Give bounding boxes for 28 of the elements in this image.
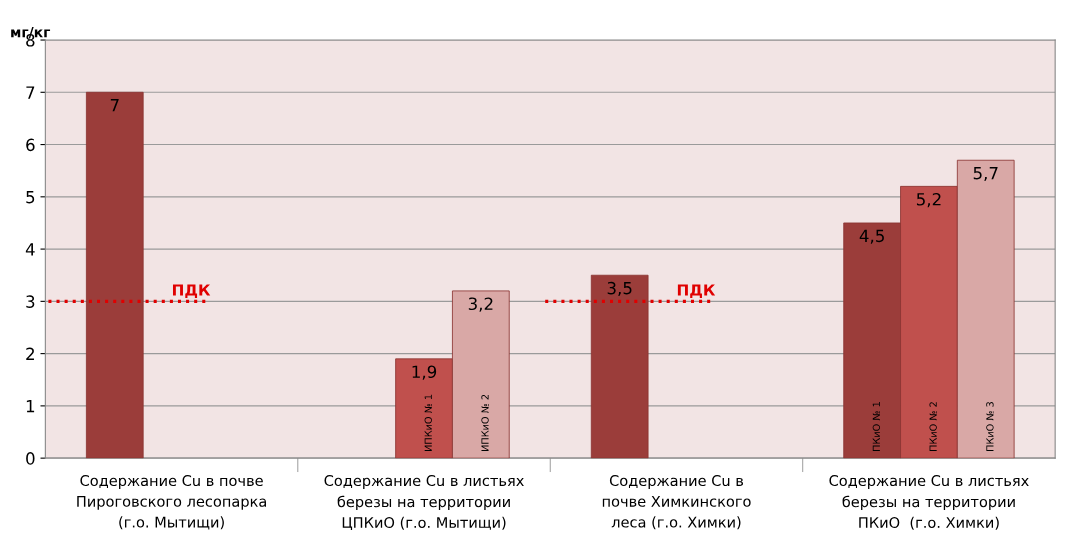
data-label: 7 [110, 99, 119, 112]
bar [590, 274, 649, 459]
x-tick-label: Содержание Cu в листьях березы на территории ПКиО (г.о. Химки) [829, 475, 1029, 530]
data-label: 4,5 [859, 229, 884, 244]
annotation: ПКиО № 3 [986, 401, 994, 451]
y-tick-label: 4 [25, 243, 35, 256]
data-label: 3,5 [607, 281, 632, 297]
ref-line-label: ПДК [172, 284, 211, 298]
x-tick-label: Содержание Cu в почве Химкинского леса (г.о. Химки) [602, 475, 751, 530]
data-label: 5,7 [973, 167, 998, 182]
y-tick-label: 5 [26, 191, 35, 204]
y-tick-label: 7 [26, 86, 35, 99]
x-tick-label: Содержание Cu в почве Пироговского лесопарка (г.о. Мытищи) [77, 475, 266, 530]
y-tick-label: 1 [26, 400, 35, 413]
data-label: 3,2 [468, 297, 493, 312]
data-label: 5,2 [916, 192, 941, 208]
annotation: ПКиО № 1 [872, 402, 880, 451]
y-tick-label: 6 [26, 138, 35, 152]
annotation: ИПКиО № 2 [481, 394, 489, 451]
x-tick-label: Содержание Cu в листьях березы на территории ЦПКиО (г.о. Мытищи) [324, 475, 524, 531]
y-tick-label: 2 [26, 347, 34, 360]
y-tick-label: 3 [26, 295, 35, 308]
y-tick-label: 0 [26, 452, 35, 465]
bar [85, 91, 144, 459]
annotation: ИПКиО № 1 [424, 394, 432, 451]
data-label: 1,9 [412, 365, 437, 380]
annotation: ПКиО № 2 [929, 402, 937, 451]
text: ПДК [677, 284, 716, 298]
